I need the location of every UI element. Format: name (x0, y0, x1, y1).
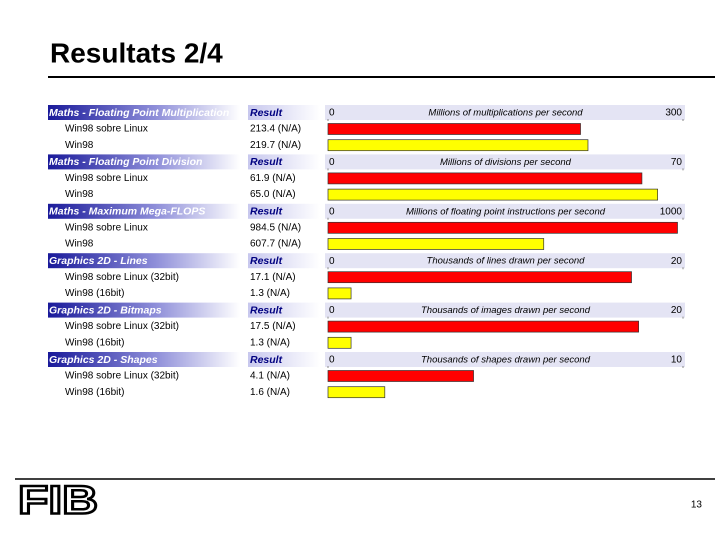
row-value: 1.6 (N/A) (250, 387, 290, 398)
row-value: 219.7 (N/A) (250, 140, 301, 151)
section-header-bg (48, 302, 240, 318)
section-header-bg (48, 352, 240, 367)
axis-label: Millions of divisions per second (440, 157, 572, 168)
x-tick-label: 300 (665, 108, 682, 119)
row-label: Win98 sobre Linux (32bit) (65, 321, 179, 332)
x-tick-label: 0 (329, 355, 335, 366)
result-header-bg (248, 352, 320, 367)
result-header: Result (250, 354, 283, 366)
result-header: Result (250, 304, 283, 316)
x-tick-label: 0 (329, 157, 335, 168)
bar (327, 172, 643, 185)
row-label: Win98 sobre Linux (65, 173, 148, 184)
section-title: Graphics 2D - Lines (49, 255, 148, 267)
row-label: Win98 (16bit) (65, 288, 124, 299)
result-header: Result (250, 206, 283, 218)
section-header-bg (48, 203, 240, 219)
section-header-bg (48, 105, 240, 120)
row-label: Win98 sobre Linux (65, 124, 148, 135)
bar (327, 123, 581, 135)
bar (327, 238, 545, 250)
x-tick-label: 0 (329, 305, 335, 316)
axis-header-bg (325, 253, 685, 269)
bar (327, 271, 632, 284)
x-tick-label: 20 (671, 256, 683, 267)
row-value: 1.3 (N/A) (250, 337, 290, 348)
section-header-bg (48, 154, 240, 170)
logo: FIB (18, 479, 98, 523)
result-header-bg (248, 253, 320, 269)
section-title: Maths - Floating Point Multiplication (49, 107, 229, 119)
x-tick-label: 0 (329, 206, 335, 217)
axis-header-bg (325, 203, 685, 219)
x-tick-label: 10 (671, 355, 683, 366)
row-label: Win98 (65, 239, 94, 250)
x-tick-label: 0 (329, 108, 335, 119)
row-label: Win98 (16bit) (65, 387, 124, 398)
bar (327, 139, 589, 152)
axis-label: Thousands of shapes drawn per second (421, 355, 591, 366)
row-value: 984.5 (N/A) (250, 222, 301, 233)
row-value: 4.1 (N/A) (250, 371, 290, 382)
row-value: 1.3 (N/A) (250, 288, 290, 299)
row-value: 61.9 (N/A) (250, 173, 296, 184)
section-header-bg (48, 253, 240, 269)
result-header-bg (248, 203, 320, 219)
result-header-bg (248, 105, 320, 120)
axis-label: Thousands of images drawn per second (421, 305, 591, 316)
row-value: 17.5 (N/A) (250, 321, 296, 332)
result-header-bg (248, 302, 320, 318)
axis-header-bg (325, 105, 685, 120)
bar (327, 370, 474, 382)
x-tick-label: 0 (329, 256, 335, 267)
axis-header-bg (325, 302, 685, 318)
row-label: Win98 sobre Linux (65, 222, 148, 233)
axis-header-bg (325, 352, 685, 367)
bar (327, 287, 352, 300)
axis-label: Thousands of lines drawn per second (427, 256, 586, 267)
slide-title: Resultats 2/4 (50, 37, 223, 68)
row-value: 213.4 (N/A) (250, 124, 301, 135)
axis-header-bg (325, 154, 685, 170)
row-label: Win98 sobre Linux (32bit) (65, 371, 179, 382)
bar (327, 188, 658, 201)
result-header: Result (250, 255, 283, 267)
bar (327, 320, 639, 333)
section-title: Maths - Floating Point Division (49, 156, 202, 168)
row-value: 607.7 (N/A) (250, 239, 301, 250)
row-label: Win98 (65, 189, 94, 200)
section-title: Graphics 2D - Shapes (49, 354, 158, 366)
result-header-bg (248, 154, 320, 170)
axis-label: Millions of floating point instructions … (406, 206, 606, 217)
row-value: 17.1 (N/A) (250, 272, 296, 283)
result-header: Result (250, 107, 283, 119)
section-title: Maths - Maximum Mega-FLOPS (49, 206, 205, 218)
row-value: 65.0 (N/A) (250, 189, 296, 200)
section-title: Graphics 2D - Bitmaps (49, 304, 162, 316)
page-number: 13 (691, 500, 703, 511)
result-header: Result (250, 156, 283, 168)
row-label: Win98 sobre Linux (32bit) (65, 272, 179, 283)
x-tick-label: 70 (671, 157, 683, 168)
bar (327, 221, 678, 234)
x-tick-label: 1000 (660, 206, 683, 217)
axis-label: Millions of multiplications per second (428, 108, 583, 119)
row-label: Win98 (16bit) (65, 337, 124, 348)
bar (327, 336, 352, 349)
x-tick-label: 20 (671, 305, 683, 316)
bar (327, 386, 386, 399)
row-label: Win98 (65, 140, 94, 151)
